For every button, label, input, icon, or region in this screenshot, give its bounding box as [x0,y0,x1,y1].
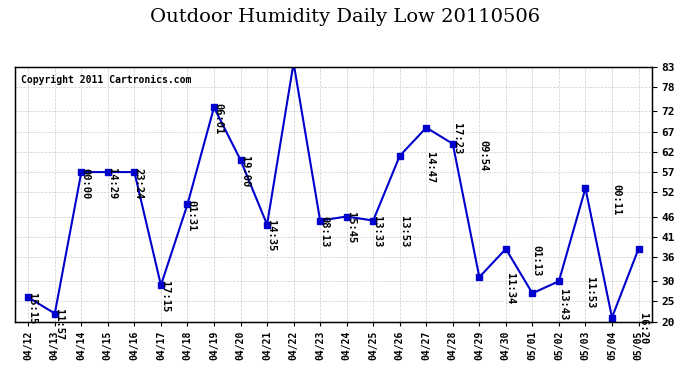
Text: 11:57: 11:57 [54,309,64,340]
Text: 23:24: 23:24 [134,168,144,199]
Text: 00:11: 00:11 [611,184,621,215]
Text: 13:43: 13:43 [558,289,568,320]
Text: 15:15: 15:15 [28,293,37,324]
Text: Outdoor Humidity Daily Low 20110506: Outdoor Humidity Daily Low 20110506 [150,8,540,26]
Text: 13:53: 13:53 [399,216,409,248]
Text: 13:33: 13:33 [373,216,382,248]
Text: 16:20: 16:20 [638,314,648,345]
Text: Copyright 2011 Cartronics.com: Copyright 2011 Cartronics.com [21,75,192,85]
Text: 14:47: 14:47 [426,152,435,183]
Text: 17:15: 17:15 [160,281,170,312]
Text: 00:00: 00:00 [0,374,1,375]
Text: 09:54: 09:54 [478,140,489,171]
Text: 08:13: 08:13 [319,216,329,248]
Text: 14:29: 14:29 [107,168,117,199]
Text: 11:34: 11:34 [505,273,515,304]
Text: 19:00: 19:00 [239,156,250,187]
Text: 15:45: 15:45 [346,212,356,244]
Text: 00:00: 00:00 [81,168,90,199]
Text: 11:53: 11:53 [584,277,595,308]
Text: 01:31: 01:31 [186,200,197,231]
Text: 14:35: 14:35 [266,220,276,252]
Text: 06:01: 06:01 [213,103,223,135]
Text: 01:13: 01:13 [531,245,542,276]
Text: 17:23: 17:23 [452,123,462,155]
Text: 12:03: 12:03 [0,374,1,375]
